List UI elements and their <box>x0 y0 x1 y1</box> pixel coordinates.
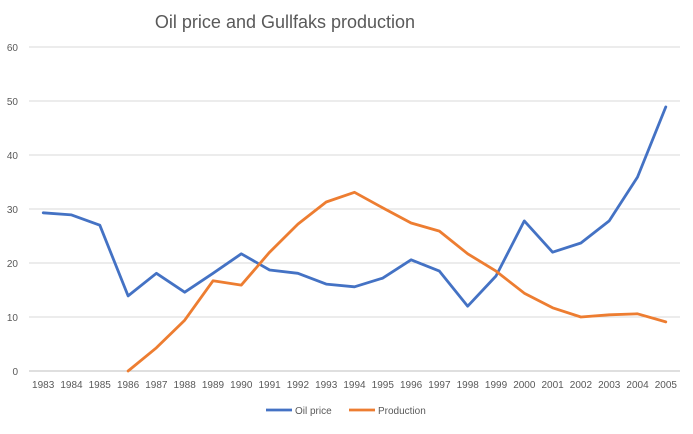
y-tick-label: 50 <box>7 97 19 108</box>
x-tick-label: 1995 <box>372 380 395 391</box>
y-tick-label: 60 <box>7 43 19 54</box>
x-tick-label: 1996 <box>400 380 423 391</box>
series-line-production <box>126 190 668 373</box>
x-tick-label: 2004 <box>626 380 649 391</box>
x-tick-label: 1988 <box>174 380 197 391</box>
x-tick-label: 2000 <box>513 380 536 391</box>
series-line-oil-price <box>41 105 668 308</box>
x-tick-label: 1989 <box>202 380 225 391</box>
x-tick-label: 1993 <box>315 380 338 391</box>
x-tick-label: 2001 <box>542 380 565 391</box>
x-tick-label: 1992 <box>287 380 310 391</box>
x-tick-label: 1997 <box>428 380 451 391</box>
x-tick-label: 2002 <box>570 380 593 391</box>
x-tick-label: 1991 <box>258 380 281 391</box>
x-tick-label: 1985 <box>89 380 112 391</box>
y-tick-label: 20 <box>7 259 19 270</box>
x-tick-label: 1994 <box>343 380 366 391</box>
x-tick-label: 1998 <box>457 380 480 391</box>
x-tick-label: 1999 <box>485 380 508 391</box>
y-tick-label: 10 <box>7 313 19 324</box>
x-tick-label: 2005 <box>655 380 678 391</box>
legend-label: Production <box>378 406 426 417</box>
y-tick-label: 30 <box>7 205 19 216</box>
x-tick-label: 1983 <box>32 380 55 391</box>
x-tick-label: 2003 <box>598 380 621 391</box>
x-tick-label: 1990 <box>230 380 253 391</box>
chart-title: Oil price and Gullfaks production <box>155 12 415 32</box>
y-tick-label: 0 <box>12 367 18 378</box>
legend-label: Oil price <box>295 406 332 417</box>
x-tick-label: 1986 <box>117 380 140 391</box>
x-tick-label: 1984 <box>60 380 83 391</box>
y-tick-label: 40 <box>7 151 19 162</box>
x-tick-label: 1987 <box>145 380 168 391</box>
